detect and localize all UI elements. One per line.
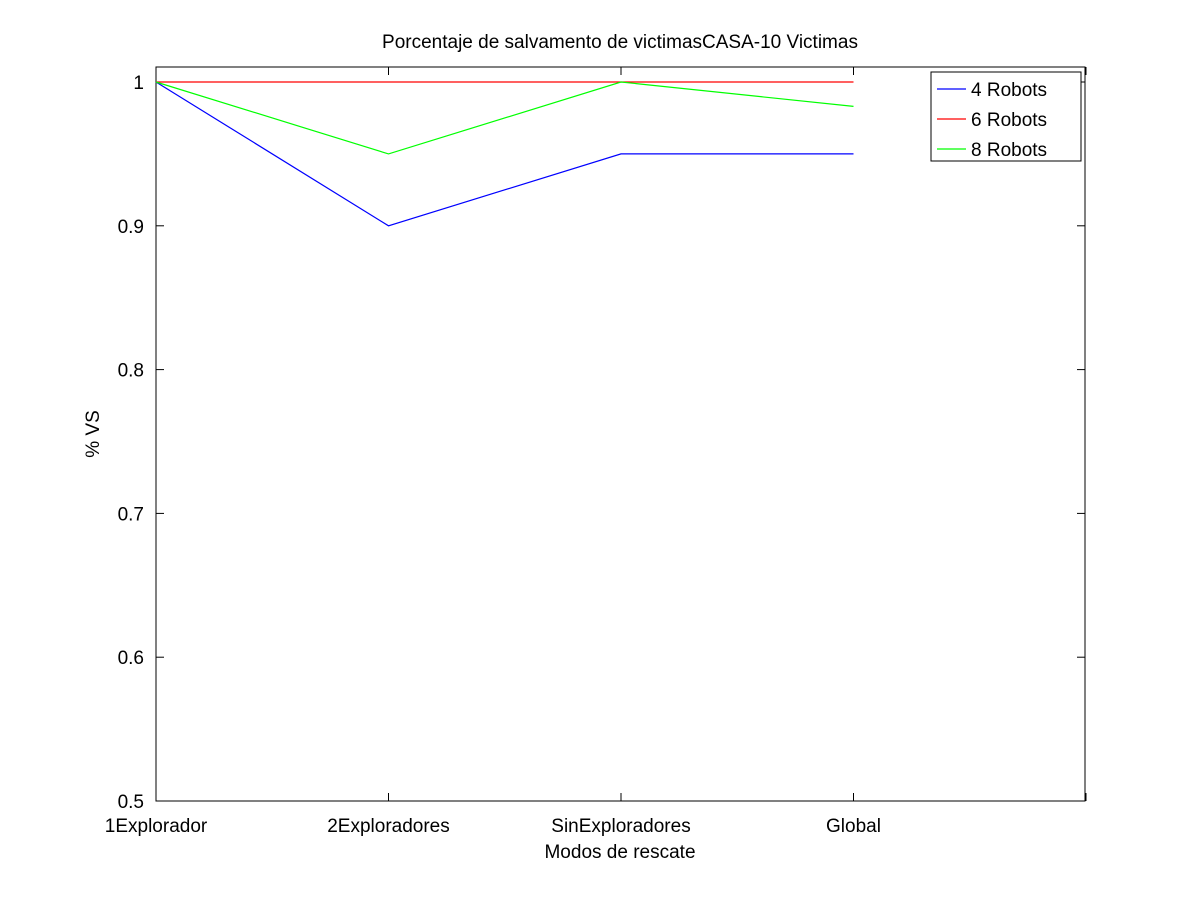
chart-title: Porcentaje de salvamento de victimasCASA…	[382, 32, 858, 53]
y-axis-label: % VS	[83, 410, 104, 458]
y-tick-label: 0.6	[118, 648, 144, 669]
plot-area	[155, 66, 1086, 802]
series-lines	[155, 81, 854, 227]
legend-box	[930, 71, 1082, 162]
y-tick-label: 0.9	[118, 217, 144, 238]
legend-entry-label: 4 Robots	[971, 80, 1047, 101]
y-tick-label: 1	[133, 73, 144, 94]
x-tick-label: 1Explorador	[105, 816, 208, 837]
legend: 4 Robots 6 Robots 8 Robots	[930, 71, 1082, 162]
x-tick-label: SinExploradores	[551, 816, 690, 837]
axis-ticks: 0.5 0.6 0.7 0.8 0.9 1 1Explorador 2Exploradores…	[105, 67, 1087, 837]
series-line	[155, 81, 854, 227]
series-line	[155, 81, 854, 155]
x-tick-label: Global	[826, 816, 881, 837]
legend-entry-label: 6 Robots	[971, 110, 1047, 131]
x-tick-label: 2Exploradores	[327, 816, 450, 837]
x-axis-label: Modos de rescate	[544, 842, 695, 863]
legend-entry-label: 8 Robots	[971, 140, 1047, 161]
y-tick-label: 0.8	[118, 361, 144, 382]
y-tick-label: 0.5	[118, 792, 144, 813]
y-tick-label: 0.7	[118, 504, 144, 525]
